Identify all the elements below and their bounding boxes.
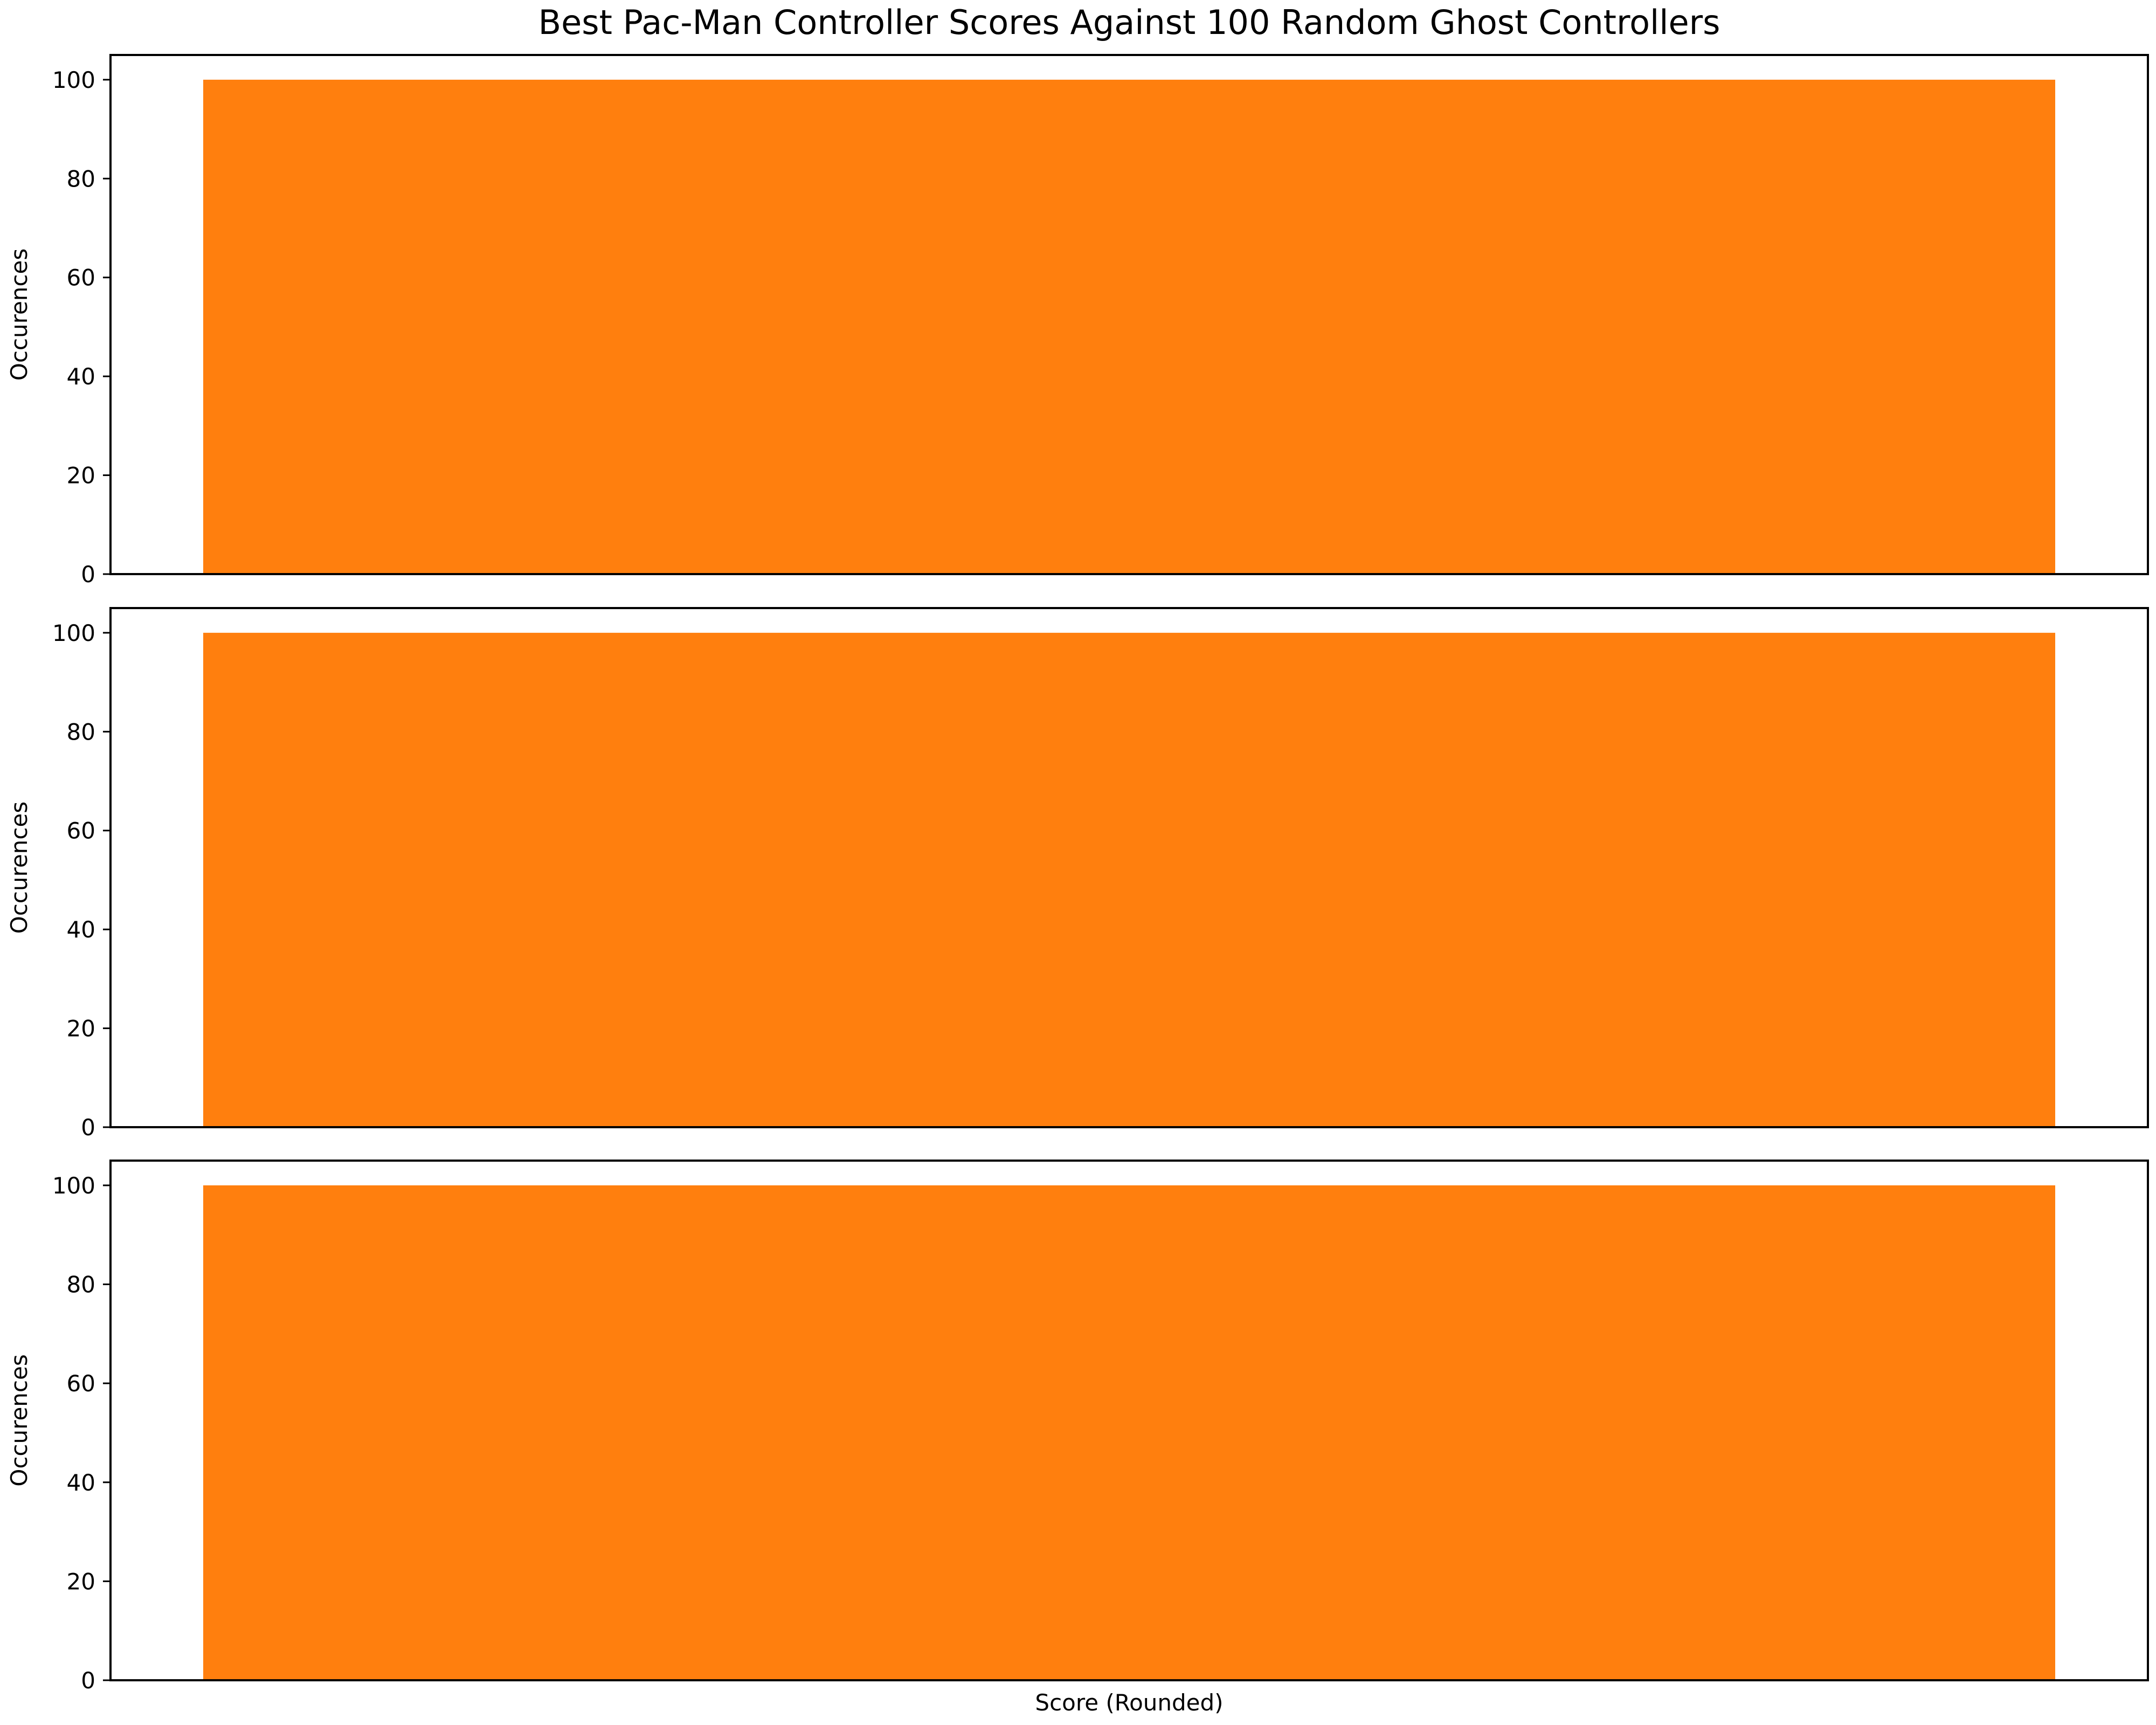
subplot-1-bar-1: [203, 79, 2055, 574]
subplot-2-y-tick-label-20: 20: [67, 1016, 95, 1042]
subplot-3-y-tick-label-60: 60: [67, 1370, 95, 1397]
subplot-2-y-tick-label-80: 80: [67, 719, 95, 745]
figure-title: Best Pac-Man Controller Scores Against 1…: [538, 3, 1720, 42]
subplot-2-y-axis-label: Occurences: [6, 802, 32, 934]
subplot-3: 0 20 40 60 80 100 Occurences: [6, 1160, 2149, 1694]
subplot-2-y-tick-label-40: 40: [67, 916, 95, 943]
subplot-3-y-tick-label-80: 80: [67, 1272, 95, 1298]
subplot-3-y-tick-label-20: 20: [67, 1568, 95, 1595]
subplot-3-y-ticks: 0 20 40 60 80 100: [52, 1172, 110, 1694]
subplot-3-frame: [109, 1160, 2149, 1681]
subplot-1-y-tick-label-100: 100: [52, 67, 95, 93]
subplot-2: 0 20 40 60 80 100 Occurences: [6, 607, 2149, 1141]
subplot-2-y-tick-label-100: 100: [52, 620, 95, 646]
subplot-1-bars: [203, 79, 2055, 574]
subplot-2-frame: [109, 607, 2149, 1128]
x-axis-label: Score (Rounded): [1035, 1689, 1223, 1716]
subplot-3-bars: [203, 1185, 2055, 1680]
subplot-1-y-tick-label-60: 60: [67, 265, 95, 291]
subplot-2-y-tick-label-60: 60: [67, 818, 95, 844]
subplot-2-bar-1: [203, 632, 2055, 1127]
subplot-2-bars: [203, 632, 2055, 1127]
subplot-1: 0 20 40 60 80 100 Occurences: [6, 54, 2149, 588]
subplot-3-y-tick-label-0: 0: [81, 1667, 95, 1694]
subplot-2-y-tick-label-0: 0: [81, 1114, 95, 1141]
subplot-3-bar-1: [203, 1185, 2055, 1680]
subplot-1-y-tick-label-40: 40: [67, 363, 95, 390]
subplot-1-y-tick-label-0: 0: [81, 561, 95, 588]
subplot-1-y-tick-label-80: 80: [67, 165, 95, 192]
subplot-3-y-axis-label: Occurences: [6, 1354, 32, 1486]
subplot-1-y-tick-label-20: 20: [67, 463, 95, 489]
subplot-1-frame: [109, 54, 2149, 575]
subplot-1-y-ticks: 0 20 40 60 80 100: [52, 67, 110, 588]
subplot-1-y-axis-label: Occurences: [6, 249, 32, 381]
subplot-3-y-tick-label-100: 100: [52, 1172, 95, 1199]
subplot-3-y-tick-label-40: 40: [67, 1469, 95, 1496]
subplot-2-y-ticks: 0 20 40 60 80 100: [52, 620, 110, 1141]
